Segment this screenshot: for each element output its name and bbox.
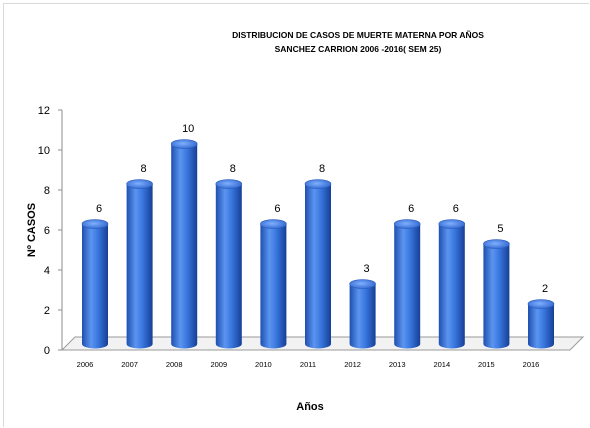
- data-label: 6: [274, 203, 280, 215]
- bar-cap: [527, 299, 555, 309]
- bar: [260, 219, 287, 349]
- y-tick-label: 10: [38, 145, 50, 157]
- data-label: 10: [182, 123, 194, 135]
- chart-title-line-1: DISTRIBUCION DE CASOS DE MUERTE MATERNA …: [232, 30, 484, 40]
- x-tick-label: 2007: [121, 360, 138, 369]
- data-label: 6: [408, 203, 414, 215]
- y-axis-title: Nº CASOS: [26, 203, 38, 257]
- bar-body: [394, 224, 421, 349]
- bar-cap: [81, 219, 109, 229]
- bar: [215, 179, 243, 349]
- bar-cap: [393, 219, 421, 229]
- bar-body: [528, 304, 554, 349]
- y-tick-label: 8: [44, 185, 50, 197]
- chart-frame: [3, 3, 589, 427]
- bar-cap: [483, 239, 510, 249]
- data-label: 6: [453, 203, 459, 215]
- x-tick-label: 2011: [300, 360, 316, 369]
- bar-cap: [260, 219, 287, 229]
- y-tick-label: 0: [44, 345, 50, 357]
- y-tick-label: 2: [44, 305, 50, 317]
- x-tick-label: 2008: [166, 360, 183, 369]
- x-tick-label: 2014: [433, 360, 450, 369]
- data-label: 3: [364, 263, 370, 275]
- x-tick-label: 2012: [344, 360, 361, 369]
- data-labels: 6 8 10 8 6 8 3 6 6 5 2: [96, 123, 548, 295]
- bar-body: [438, 224, 465, 349]
- x-tick-label: 2016: [523, 360, 540, 369]
- x-tick-label: 2015: [478, 360, 495, 369]
- data-label: 5: [497, 223, 503, 235]
- bar: [304, 179, 332, 349]
- y-tick-labels: 0 2 4 6 8 10 12: [38, 105, 50, 357]
- chart-title: DISTRIBUCION DE CASOS DE MUERTE MATERNA …: [232, 30, 484, 54]
- data-label: 6: [96, 203, 102, 215]
- bar-cap: [215, 179, 243, 189]
- bar-body: [260, 224, 287, 349]
- x-tick-label: 2009: [210, 360, 227, 369]
- y-tick-label: 12: [38, 105, 50, 117]
- y-tick-label: 4: [44, 265, 50, 277]
- bar: [349, 279, 376, 349]
- bar-body: [82, 224, 108, 349]
- y-tick-label: 6: [44, 225, 50, 237]
- bar-cap: [170, 139, 198, 149]
- x-tick-label: 2006: [77, 360, 94, 369]
- bar: [81, 219, 109, 349]
- bar-body: [171, 144, 198, 349]
- bar-body: [126, 184, 153, 349]
- bar-cap: [349, 279, 376, 289]
- bar-body: [305, 184, 331, 349]
- bar-body: [349, 284, 376, 349]
- data-label: 2: [542, 283, 548, 295]
- x-tick-labels: 2006 2007 2008 2009 2010 2011 2012 2013 2014 2015…: [77, 360, 540, 369]
- y-axis: [58, 109, 63, 351]
- chart-title-line-2: SANCHEZ CARRION 2006 -2016( SEM 25): [275, 44, 442, 54]
- x-axis-title: Años: [296, 401, 324, 413]
- x-tick-label: 2013: [389, 360, 406, 369]
- bar: [170, 139, 198, 349]
- bar-cap: [304, 179, 332, 189]
- bar-body: [215, 184, 242, 349]
- bar-cap: [126, 179, 153, 189]
- data-label: 8: [141, 163, 147, 175]
- bar-body: [483, 244, 510, 349]
- bar: [527, 299, 555, 349]
- data-label: 8: [319, 163, 325, 175]
- x-tick-label: 2010: [255, 360, 272, 369]
- bar: [126, 179, 153, 349]
- bar-cap: [438, 219, 466, 229]
- bar: [438, 219, 466, 349]
- bar: [483, 239, 510, 349]
- bars: [81, 139, 555, 349]
- data-label: 8: [230, 163, 236, 175]
- bar: [393, 219, 421, 349]
